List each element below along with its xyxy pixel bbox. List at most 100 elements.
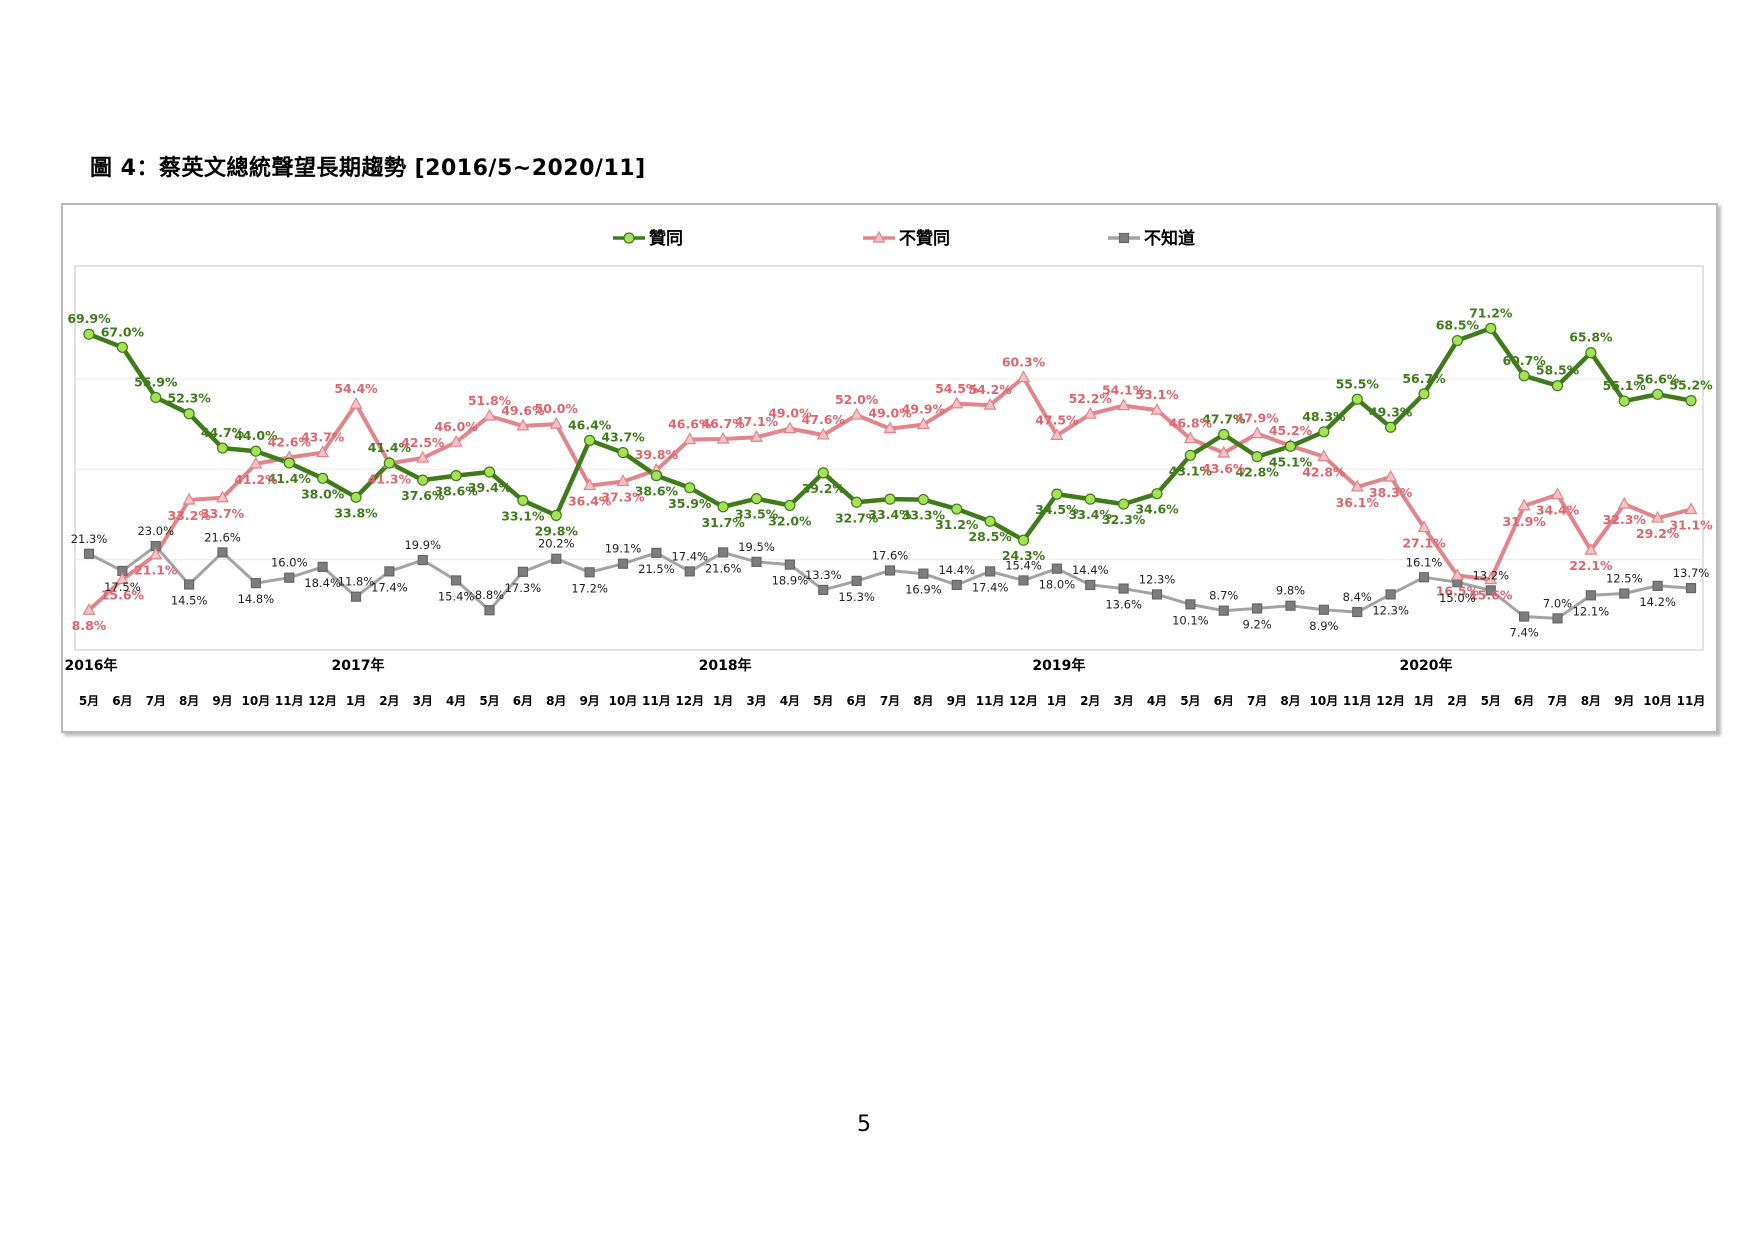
data-label-approve: 56.7%	[1402, 371, 1446, 386]
x-axis-tick-label: 11月	[1677, 694, 1706, 708]
legend-item: 贊同	[613, 228, 683, 249]
data-label-approve: 56.6%	[1636, 371, 1680, 386]
data-label-approve: 46.4%	[568, 417, 612, 432]
data-point-unknown	[818, 584, 829, 596]
data-label-disapprove: 36.1%	[1336, 495, 1380, 510]
data-point-approve	[417, 474, 429, 486]
data-point-unknown	[1685, 583, 1697, 594]
data-label-disapprove: 33.2%	[167, 508, 211, 523]
data-point-approve	[1084, 493, 1096, 505]
data-label-unknown: 7.0%	[1543, 596, 1572, 610]
data-point-unknown	[317, 561, 328, 572]
x-axis-tick-label: 5月	[1180, 694, 1200, 708]
data-label-approve: 55.2%	[1669, 378, 1713, 393]
x-axis-tick-label: 10月	[609, 694, 638, 708]
x-axis-year-label: 2018年	[699, 657, 752, 674]
x-axis-tick-label: 5月	[1481, 694, 1501, 708]
data-label-disapprove: 46.0%	[434, 419, 478, 434]
data-point-unknown	[1252, 603, 1263, 614]
data-label-disapprove: 49.6%	[501, 403, 545, 418]
x-axis-tick-label: 6月	[112, 694, 132, 708]
data-label-unknown: 13.2%	[1472, 568, 1509, 582]
data-point-disapprove	[249, 456, 263, 469]
data-point-disapprove	[1150, 402, 1164, 415]
data-label-unknown: 8.7%	[1209, 589, 1238, 603]
data-point-disapprove	[1083, 406, 1097, 419]
data-point-approve	[1485, 322, 1497, 334]
x-axis-tick-label: 8月	[546, 694, 566, 708]
data-point-disapprove	[115, 572, 129, 585]
data-point-unknown	[1318, 604, 1329, 615]
data-point-approve	[1151, 488, 1163, 500]
data-point-approve	[116, 341, 128, 353]
data-label-unknown: 13.3%	[805, 568, 842, 582]
data-label-disapprove: 47.5%	[1035, 412, 1079, 427]
data-point-unknown	[1118, 583, 1129, 594]
data-label-approve: 67.0%	[101, 324, 145, 339]
data-point-approve	[450, 470, 462, 482]
data-label-disapprove: 29.2%	[1636, 526, 1680, 541]
data-point-unknown	[517, 566, 528, 577]
x-axis-tick-label: 8月	[913, 694, 933, 708]
data-label-unknown: 16.0%	[271, 556, 308, 570]
legend-marker-disapprove	[872, 230, 886, 243]
data-point-approve	[917, 493, 929, 506]
data-point-approve	[183, 408, 195, 420]
x-axis-tick-label: 7月	[1247, 694, 1267, 708]
x-axis-year-label: 2020年	[1400, 657, 1453, 674]
x-axis-tick-label: 4月	[446, 694, 466, 708]
data-point-unknown	[1652, 580, 1663, 591]
x-axis-tick-label: 7月	[146, 694, 166, 708]
data-point-unknown	[584, 567, 595, 578]
x-axis-year-label: 2016年	[65, 657, 118, 674]
data-point-unknown	[83, 548, 95, 559]
data-label-approve: 43.7%	[601, 430, 645, 445]
x-axis-tick-label: 11月	[642, 694, 671, 708]
data-label-approve: 33.4%	[1069, 507, 1113, 522]
data-point-approve	[1518, 370, 1530, 382]
data-label-disapprove: 46.8%	[1169, 416, 1213, 431]
data-point-approve	[1017, 534, 1030, 546]
data-label-disapprove: 51.8%	[468, 393, 512, 408]
data-label-approve: 33.3%	[902, 508, 946, 523]
x-axis-tick-label: 4月	[1147, 694, 1167, 708]
data-label-disapprove: 49.0%	[768, 406, 812, 421]
data-point-unknown	[1519, 611, 1530, 622]
data-label-disapprove: 15.6%	[1469, 588, 1513, 603]
data-point-disapprove	[916, 417, 930, 430]
data-label-disapprove: 43.7%	[301, 430, 345, 445]
data-label-approve: 55.5%	[1336, 376, 1380, 391]
data-point-approve	[1451, 334, 1463, 347]
legend-marker-unknown	[1118, 232, 1130, 244]
page-number: 5	[857, 1112, 871, 1137]
data-point-approve	[617, 446, 629, 459]
data-label-unknown: 8.8%	[475, 588, 504, 602]
x-axis-tick-label: 1月	[713, 694, 733, 708]
x-axis-tick-label: 8月	[179, 694, 199, 708]
data-label-unknown: 17.4%	[371, 580, 408, 594]
data-label-approve: 37.6%	[401, 488, 445, 503]
data-point-disapprove	[883, 421, 897, 434]
data-point-unknown	[718, 547, 729, 558]
data-point-unknown	[1085, 579, 1096, 591]
data-point-unknown	[384, 566, 395, 577]
data-point-unknown	[651, 547, 662, 558]
data-point-approve	[1585, 347, 1597, 359]
data-label-unknown: 19.5%	[738, 540, 775, 554]
data-label-unknown: 12.1%	[1573, 604, 1610, 618]
data-label-disapprove: 22.1%	[1569, 558, 1613, 573]
x-axis-tick-label: 1月	[1414, 694, 1434, 708]
data-point-disapprove	[1217, 445, 1231, 458]
legend-item: 不知道	[1108, 228, 1195, 249]
legend-item: 不贊同	[863, 228, 950, 249]
data-point-unknown	[851, 575, 862, 586]
data-point-disapprove	[516, 418, 530, 431]
data-label-approve: 32.3%	[1102, 512, 1146, 527]
data-point-unknown	[884, 565, 896, 576]
data-point-disapprove	[1350, 479, 1364, 492]
data-point-unknown	[417, 554, 428, 566]
data-point-disapprove	[1384, 469, 1398, 482]
data-point-disapprove	[1584, 542, 1598, 555]
data-label-disapprove: 42.5%	[401, 435, 445, 450]
data-point-approve	[817, 467, 829, 479]
